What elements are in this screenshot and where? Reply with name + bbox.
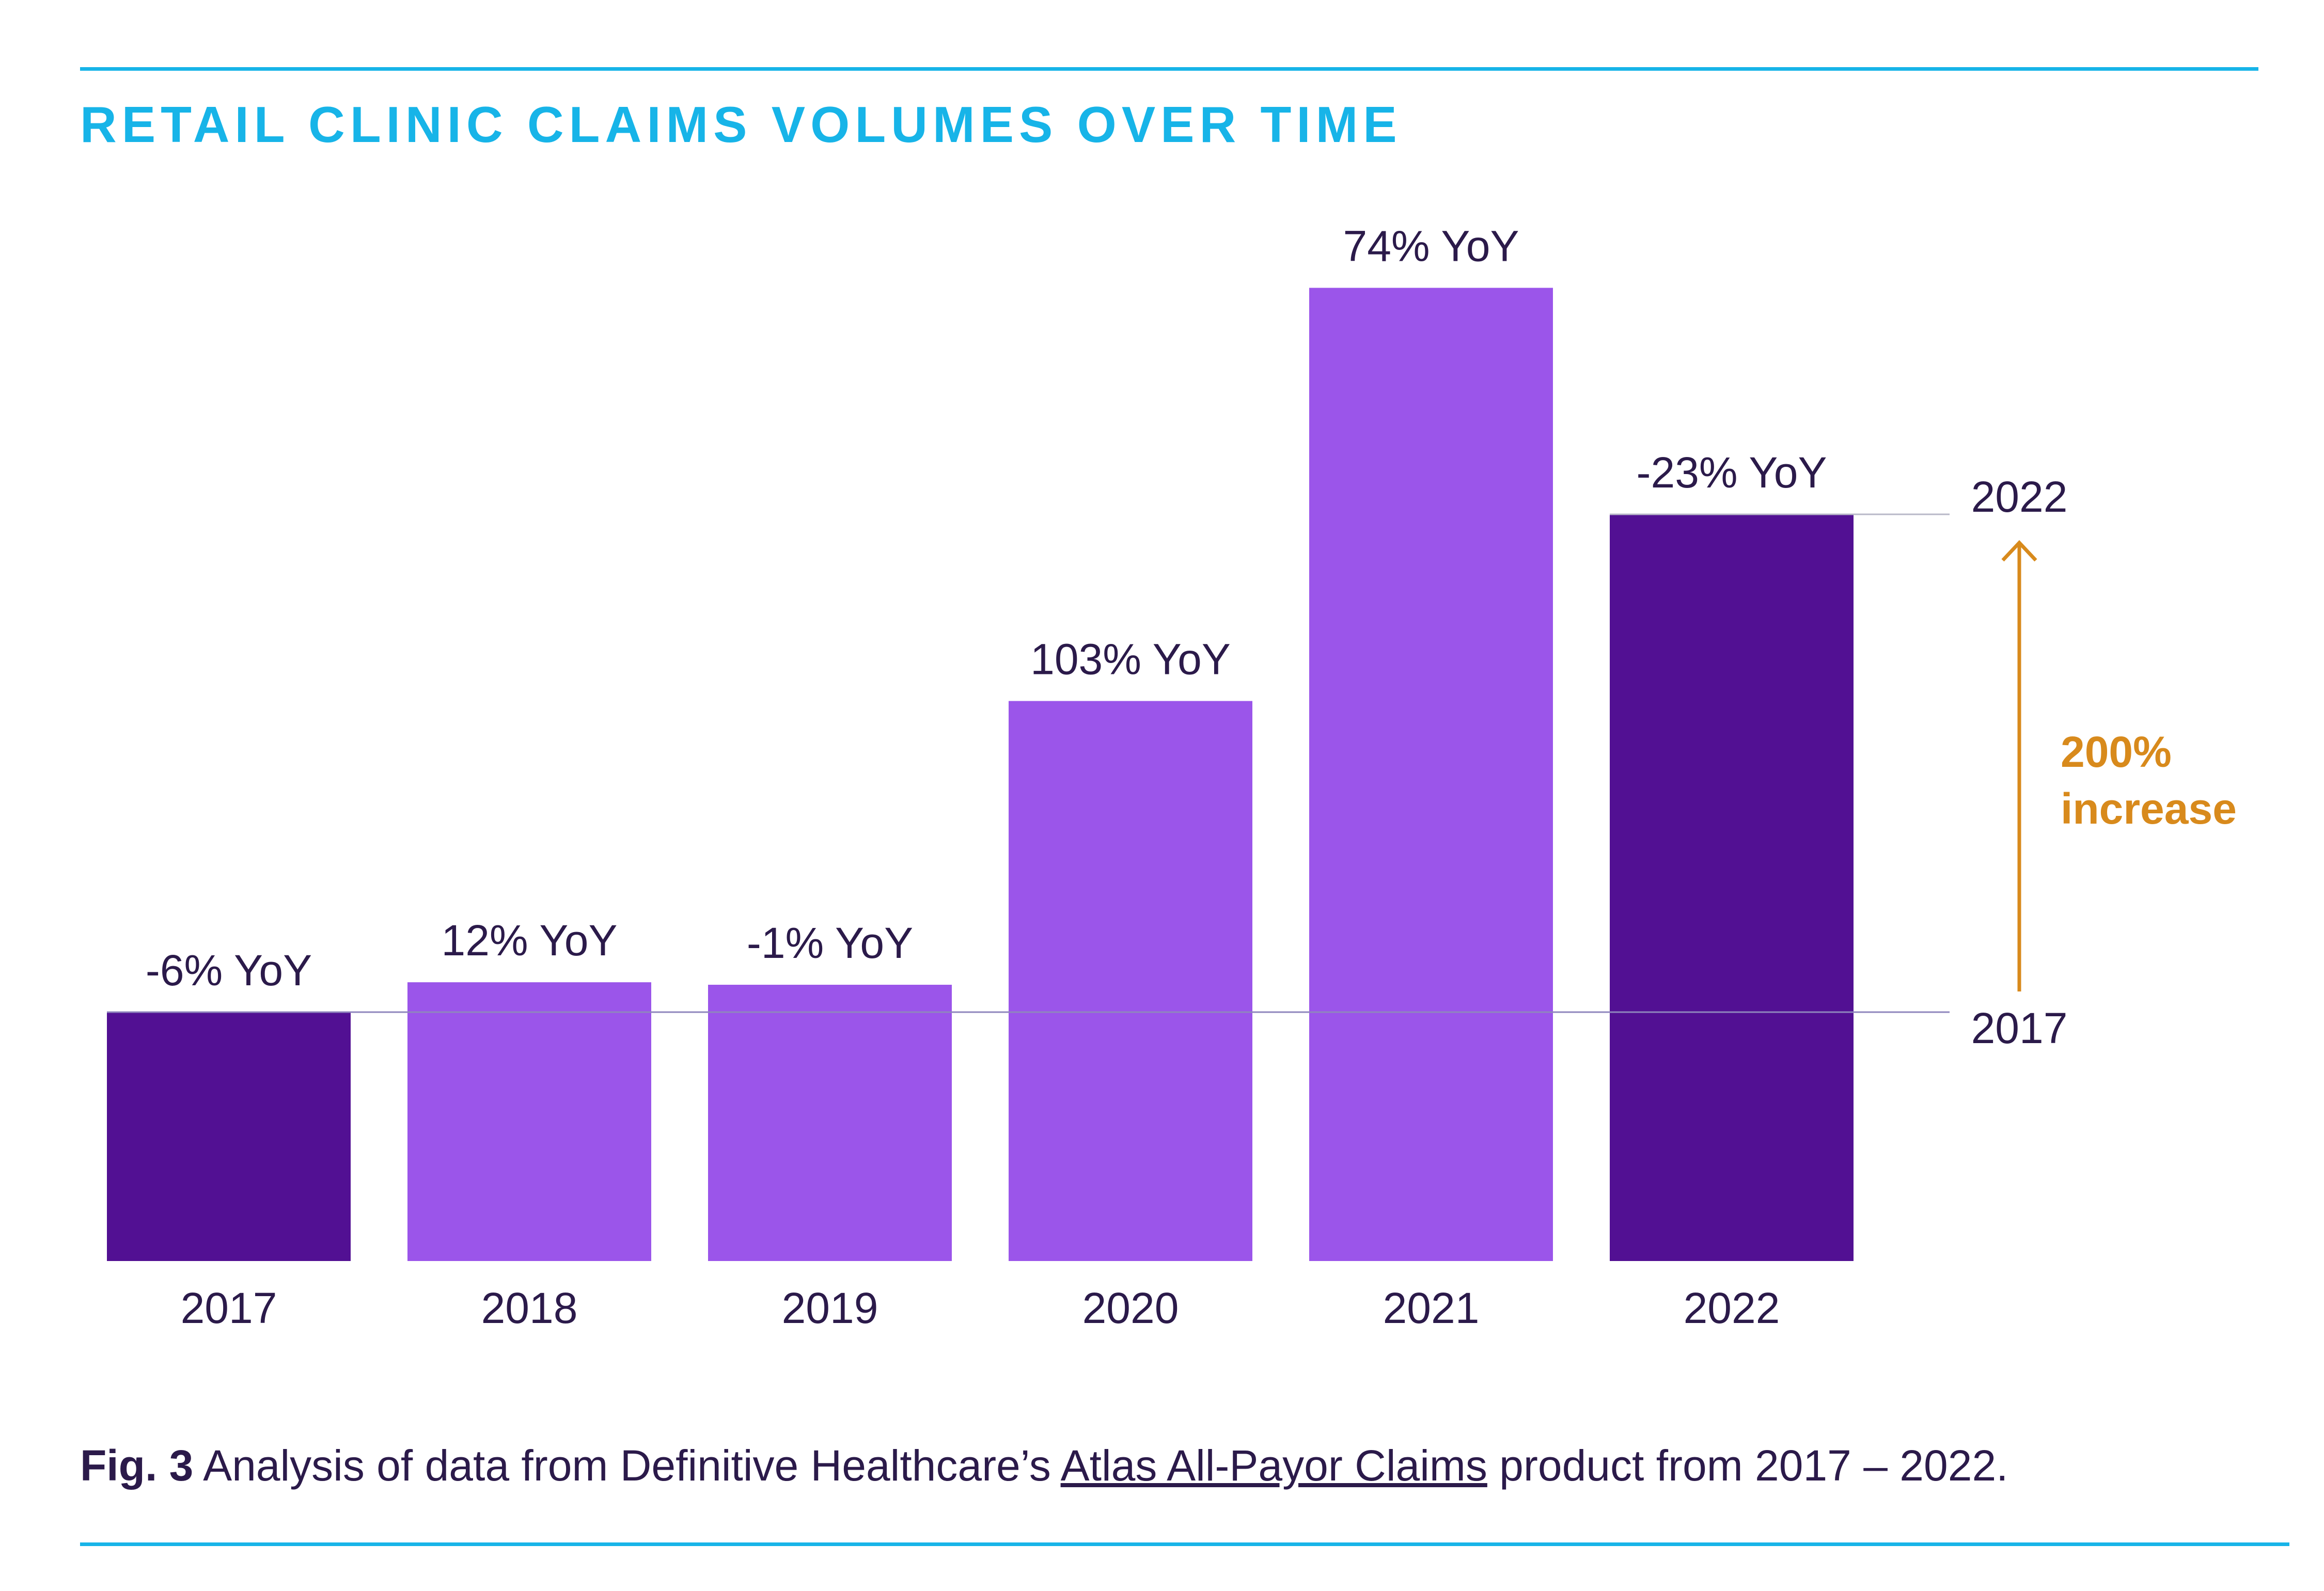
- reference-label-2017: 2017: [1971, 1004, 2068, 1052]
- bar-2021: [1309, 288, 1553, 1261]
- bar-label-2022: -23% YoY: [1637, 448, 1827, 497]
- bar-label-2018: 12% YoY: [441, 916, 617, 965]
- increase-annotation-text: increase: [2061, 784, 2237, 833]
- chart-title: RETAIL CLINIC CLAIMS VOLUMES OVER TIME: [80, 96, 1402, 153]
- top-rule: [80, 67, 2258, 71]
- bar-label-2019: -1% YoY: [747, 919, 913, 967]
- x-tick-2017: 2017: [181, 1284, 277, 1332]
- bar-2018: [407, 982, 651, 1261]
- bar-label-2017: -6% YoY: [146, 946, 312, 995]
- x-tick-2020: 2020: [1082, 1284, 1179, 1332]
- caption-text: Analysis of data from Definitive Healthc…: [193, 1441, 1061, 1490]
- bar-label-2020: 103% YoY: [1030, 635, 1231, 684]
- bar-2022: [1610, 514, 1854, 1261]
- reference-label-2022: 2022: [1971, 472, 2068, 521]
- bar-2017: [107, 1012, 351, 1261]
- x-tick-2022: 2022: [1684, 1284, 1780, 1332]
- atlas-claims-link[interactable]: Atlas All-Payor Claims: [1060, 1441, 1487, 1490]
- bar-2020: [1009, 701, 1252, 1261]
- bottom-rule: [80, 1542, 2289, 1546]
- increase-arrow-head: [2001, 540, 2037, 562]
- increase-annotation-value: 200%: [2061, 728, 2172, 776]
- x-tick-2019: 2019: [782, 1284, 878, 1332]
- caption-text-end: product from 2017 – 2022.: [1487, 1441, 2008, 1490]
- bar-label-2021: 74% YoY: [1343, 222, 1519, 270]
- bar-2019: [708, 984, 952, 1261]
- x-tick-2018: 2018: [481, 1284, 578, 1332]
- figure-caption: Fig. 3 Analysis of data from Definitive …: [80, 1441, 2008, 1491]
- figure-label: Fig. 3: [80, 1441, 194, 1490]
- x-tick-2021: 2021: [1383, 1284, 1480, 1332]
